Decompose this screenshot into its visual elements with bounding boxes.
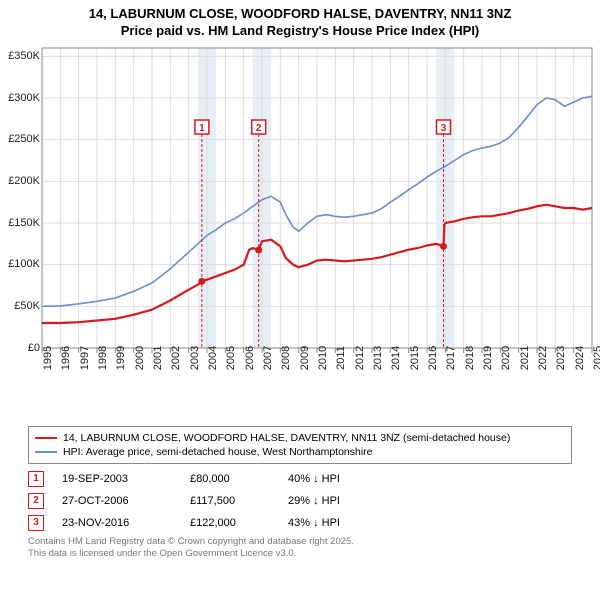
x-axis-tick-label: 2023 — [555, 346, 567, 370]
footer-line-2: This data is licensed under the Open Gov… — [28, 548, 572, 560]
legend-box: 14, LABURNUM CLOSE, WOODFORD HALSE, DAVE… — [28, 426, 572, 464]
x-axis-tick-label: 2007 — [262, 346, 274, 370]
sale-marker: 1 — [28, 471, 44, 487]
x-axis-tick-label: 2025 — [592, 346, 600, 370]
sale-marker: 3 — [28, 515, 44, 531]
sale-price: £122,000 — [190, 517, 270, 529]
x-axis-tick-label: 2016 — [427, 346, 439, 370]
x-axis-tick-label: 2014 — [390, 346, 402, 370]
sale-row: 1 19-SEP-2003 £80,000 40% ↓ HPI — [28, 468, 572, 490]
x-axis-tick-label: 2024 — [574, 346, 586, 370]
y-axis-tick-label: £350K — [8, 50, 40, 62]
x-axis-tick-label: 2002 — [170, 346, 182, 370]
x-axis-tick-label: 2000 — [134, 346, 146, 370]
legend-label: 14, LABURNUM CLOSE, WOODFORD HALSE, DAVE… — [63, 432, 510, 444]
y-axis-tick-label: £50K — [14, 300, 40, 312]
y-axis-tick-label: £300K — [8, 92, 40, 104]
x-axis-tick-label: 2021 — [519, 346, 531, 370]
x-axis-tick-label: 1996 — [60, 346, 72, 370]
legend-label: HPI: Average price, semi-detached house,… — [63, 446, 373, 458]
svg-text:3: 3 — [441, 123, 447, 134]
sales-list: 1 19-SEP-2003 £80,000 40% ↓ HPI 2 27-OCT-2006… — [28, 468, 572, 534]
sale-row: 3 23-NOV-2016 £122,000 43% ↓ HPI — [28, 512, 572, 534]
x-axis-tick-label: 2015 — [409, 346, 421, 370]
chart-title: 14, LABURNUM CLOSE, WOODFORD HALSE, DAVE… — [0, 0, 600, 42]
x-axis-tick-label: 2006 — [244, 346, 256, 370]
legend-swatch — [35, 437, 57, 439]
x-axis-tick-label: 2022 — [537, 346, 549, 370]
x-axis-tick-label: 2009 — [299, 346, 311, 370]
x-axis-tick-label: 2013 — [372, 346, 384, 370]
x-axis-tick-label: 2001 — [152, 346, 164, 370]
sale-row: 2 27-OCT-2006 £117,500 29% ↓ HPI — [28, 490, 572, 512]
footer-line-1: Contains HM Land Registry data © Crown c… — [28, 536, 572, 548]
legend-item: 14, LABURNUM CLOSE, WOODFORD HALSE, DAVE… — [35, 431, 565, 445]
sale-price: £117,500 — [190, 495, 270, 507]
sale-marker: 2 — [28, 493, 44, 509]
x-axis-tick-label: 2003 — [189, 346, 201, 370]
title-line-2: Price paid vs. HM Land Registry's House … — [10, 23, 590, 40]
x-axis-tick-label: 2005 — [225, 346, 237, 370]
x-axis-tick-label: 2018 — [464, 346, 476, 370]
x-axis-tick-label: 2019 — [482, 346, 494, 370]
x-axis-tick-label: 2011 — [335, 346, 347, 370]
svg-text:2: 2 — [256, 123, 262, 134]
sale-diff: 43% ↓ HPI — [288, 517, 572, 529]
sale-price: £80,000 — [190, 473, 270, 485]
sale-diff: 40% ↓ HPI — [288, 473, 572, 485]
legend-item: HPI: Average price, semi-detached house,… — [35, 445, 565, 459]
x-axis-tick-label: 2008 — [280, 346, 292, 370]
y-axis-tick-label: £200K — [8, 175, 40, 187]
legend-swatch — [35, 451, 57, 453]
svg-text:1: 1 — [199, 123, 205, 134]
y-axis-tick-label: £0 — [28, 342, 40, 354]
y-axis-tick-label: £100K — [8, 258, 40, 270]
x-axis-tick-label: 2020 — [500, 346, 512, 370]
x-axis-tick-label: 1999 — [115, 346, 127, 370]
sale-diff: 29% ↓ HPI — [288, 495, 572, 507]
x-axis-tick-label: 1997 — [79, 346, 91, 370]
x-axis-tick-label: 2012 — [354, 346, 366, 370]
chart-area: 1 2 3 £0 £50K £100K £150K £200K £250K £300K £350K… — [0, 42, 600, 422]
title-line-1: 14, LABURNUM CLOSE, WOODFORD HALSE, DAVE… — [10, 6, 590, 23]
y-axis-tick-label: £150K — [8, 217, 40, 229]
x-axis-tick-label: 1995 — [42, 346, 54, 370]
footer-attribution: Contains HM Land Registry data © Crown c… — [28, 536, 572, 561]
sale-date: 19-SEP-2003 — [62, 473, 172, 485]
x-axis-tick-label: 1998 — [97, 346, 109, 370]
x-axis-tick-label: 2004 — [207, 346, 219, 370]
y-axis-tick-label: £250K — [8, 133, 40, 145]
x-axis-tick-label: 2010 — [317, 346, 329, 370]
sale-date: 27-OCT-2006 — [62, 495, 172, 507]
x-axis-tick-label: 2017 — [445, 346, 457, 370]
sale-date: 23-NOV-2016 — [62, 517, 172, 529]
